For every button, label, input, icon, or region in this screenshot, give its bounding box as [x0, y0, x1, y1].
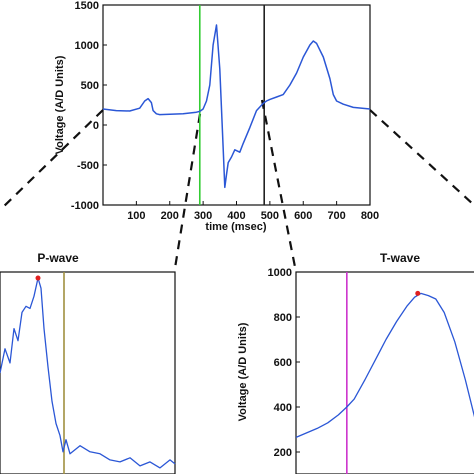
main-y-tick-labels: -1000 -500 0 500 1000 1500	[71, 0, 107, 212]
main-x-tick-label: 400	[227, 210, 245, 222]
main-x-tick-label: 500	[261, 210, 279, 222]
t-wave-title: T-wave	[380, 251, 420, 265]
connector-right-outer	[369, 109, 474, 206]
main-y-axis-label: Voltage (A/D Units)	[54, 55, 66, 154]
p-wave-title: P-wave	[37, 251, 79, 265]
t-y-tick-labels: 200 400 600 800 1000	[268, 267, 300, 459]
main-x-axis-label: time (msec)	[205, 221, 266, 233]
main-y-tick-label: -500	[77, 160, 99, 172]
t-peak-markers	[415, 290, 421, 296]
t-y-tick-label: 800	[274, 312, 292, 324]
main-x-tick-label: 800	[361, 210, 379, 222]
main-y-tick-label: 500	[81, 80, 99, 92]
main-x-tick-labels: 100 200 300 400 500 600 700 800	[127, 201, 379, 222]
main-x-tick-label: 100	[127, 210, 145, 222]
t-peak-marker	[415, 290, 421, 296]
main-y-tick-label: -1000	[71, 200, 99, 212]
t-y-tick-label: 200	[274, 447, 292, 459]
p-peak-marker	[35, 275, 41, 281]
zoom-connectors	[0, 99, 474, 273]
p-wave-series-line	[0, 277, 176, 469]
p-peak-markers	[35, 275, 41, 281]
main-y-tick-label: 1000	[75, 40, 99, 52]
main-ecg-chart: -1000 -500 0 500 1000 1500 100 200 300 400 500 600…	[54, 0, 379, 233]
main-y-tick-label: 1500	[75, 0, 99, 12]
connector-left-outer	[0, 109, 104, 211]
p-wave-chart: P-wave	[0, 251, 176, 474]
t-y-tick-label: 400	[274, 402, 292, 414]
t-plot-frame	[295, 271, 474, 474]
main-plot-frame	[102, 4, 371, 206]
ecg-series-line	[102, 24, 371, 189]
p-plot-frame	[0, 271, 176, 474]
t-wave-series-line	[295, 292, 474, 438]
t-y-tick-label: 600	[274, 357, 292, 369]
main-x-tick-label: 600	[294, 210, 312, 222]
main-x-tick-label: 700	[327, 210, 345, 222]
main-vertical-markers	[198, 5, 266, 205]
main-y-tick-label: 0	[93, 120, 99, 132]
t-y-axis-label: Voltage (A/D Units)	[237, 322, 249, 421]
connector-p-right	[173, 113, 202, 269]
connector-t-left	[260, 99, 298, 273]
t-y-tick-label: 1000	[268, 267, 292, 279]
t-wave-chart: T-wave 200 400 600 800 1000 Voltage (A/D Uni…	[237, 251, 474, 474]
main-x-tick-label: 300	[194, 210, 212, 222]
main-x-tick-label: 200	[161, 210, 179, 222]
